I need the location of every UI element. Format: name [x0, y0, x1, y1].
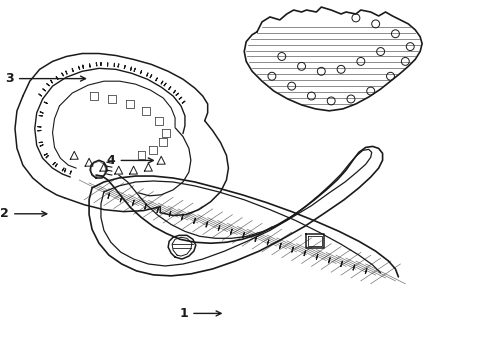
Text: 2: 2 — [0, 207, 47, 220]
Text: 3: 3 — [5, 72, 86, 85]
Text: 4: 4 — [107, 154, 153, 167]
Text: 1: 1 — [179, 307, 221, 320]
